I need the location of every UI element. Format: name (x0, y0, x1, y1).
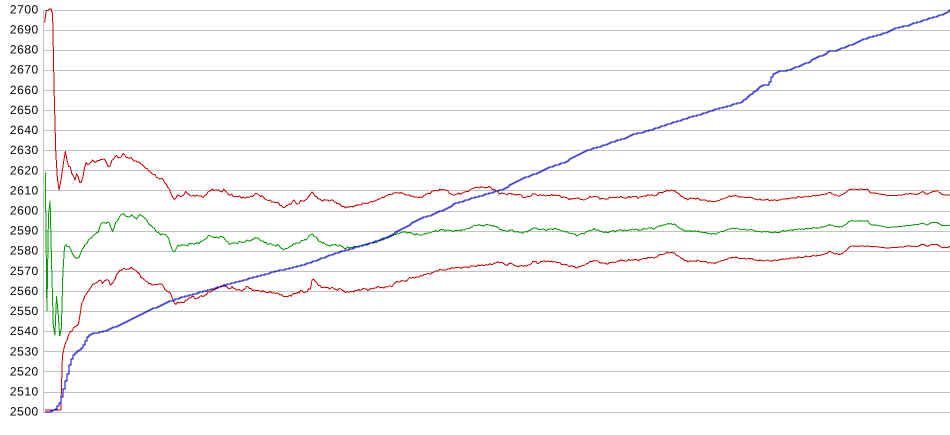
svg-text:2690: 2690 (10, 23, 39, 37)
svg-text:2580: 2580 (10, 244, 39, 258)
svg-text:2510: 2510 (10, 385, 39, 399)
svg-text:2500: 2500 (10, 405, 39, 419)
svg-text:2680: 2680 (10, 43, 39, 57)
svg-text:2560: 2560 (10, 284, 39, 298)
svg-text:2700: 2700 (10, 2, 39, 16)
svg-text:2630: 2630 (10, 143, 39, 157)
svg-text:2660: 2660 (10, 83, 39, 97)
svg-text:2600: 2600 (10, 204, 39, 218)
svg-text:2640: 2640 (10, 123, 39, 137)
svg-text:2540: 2540 (10, 324, 39, 338)
svg-text:2610: 2610 (10, 183, 39, 197)
svg-text:2670: 2670 (10, 63, 39, 77)
svg-text:2550: 2550 (10, 304, 39, 318)
svg-text:2620: 2620 (10, 163, 39, 177)
svg-text:2520: 2520 (10, 364, 39, 378)
svg-text:2650: 2650 (10, 103, 39, 117)
svg-text:2570: 2570 (10, 264, 39, 278)
svg-text:2590: 2590 (10, 224, 39, 238)
svg-text:2530: 2530 (10, 344, 39, 358)
